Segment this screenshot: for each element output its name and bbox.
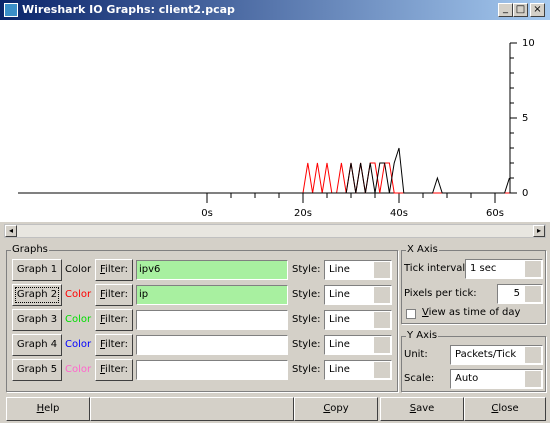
graph-button[interactable]: Graph 5: [12, 359, 62, 381]
filter-button[interactable]: Filter:: [95, 309, 133, 331]
graph-button[interactable]: Graph 2: [12, 284, 62, 306]
combo[interactable]: Auto: [450, 369, 543, 389]
combo-arrow[interactable]: [374, 337, 390, 353]
x-tick-label: 60s: [486, 208, 504, 219]
label: Scale:: [404, 369, 434, 389]
style-label: Style:: [292, 309, 321, 331]
label: Pixels per tick:: [404, 284, 477, 304]
color-label: Color: [65, 359, 91, 381]
style-label: Style:: [292, 334, 321, 356]
window: Wireshark IO Graphs: client2.pcap _ □ × …: [0, 0, 550, 423]
color-label: Color: [65, 259, 91, 281]
style-label: Style:: [292, 284, 321, 306]
style-combo[interactable]: Line: [324, 335, 392, 355]
combo-value: Packets/Tick: [455, 349, 516, 360]
filter-field[interactable]: ip: [136, 285, 288, 305]
style-label: Style:: [292, 259, 321, 281]
y-tick-label: 5: [522, 113, 528, 124]
filter-button[interactable]: Filter:: [95, 359, 133, 381]
color-label: Color: [65, 284, 91, 306]
filter-button[interactable]: Filter:: [95, 259, 133, 281]
style-label: Style:: [292, 359, 321, 381]
scroll-left[interactable]: ◂: [5, 225, 17, 237]
minimize[interactable]: _: [498, 3, 513, 17]
filter-field[interactable]: [136, 335, 288, 355]
combo-value: Line: [329, 364, 350, 375]
plot-bg: [0, 20, 550, 222]
io-graph: 0 5 10 0s 20s 40s 60s: [0, 20, 550, 222]
label: Unit:: [404, 345, 428, 365]
combo-value: 1 sec: [470, 263, 496, 274]
spacer: [90, 397, 294, 421]
combo[interactable]: 1 sec: [465, 259, 543, 279]
maximize[interactable]: □: [513, 3, 528, 17]
y-tick-label: 10: [522, 38, 535, 49]
combo-arrow[interactable]: [374, 287, 390, 303]
checkbox[interactable]: [406, 309, 416, 319]
combo-value: Line: [329, 289, 350, 300]
x-tick-label: 40s: [390, 208, 408, 219]
copy-button[interactable]: Copy: [294, 397, 378, 421]
combo-arrow[interactable]: [374, 312, 390, 328]
group-title: X Axis: [406, 244, 439, 255]
graph-button[interactable]: Graph 1: [12, 259, 62, 281]
filter-button[interactable]: Filter:: [95, 284, 133, 306]
graph-button[interactable]: Graph 3: [12, 309, 62, 331]
filter-field[interactable]: ipv6: [136, 260, 288, 280]
x-tick-label: 20s: [294, 208, 312, 219]
scrollbar[interactable]: ◂ ▸: [4, 224, 546, 238]
scroll-right[interactable]: ▸: [533, 225, 545, 237]
style-combo[interactable]: Line: [324, 310, 392, 330]
combo-value: Auto: [455, 373, 478, 384]
y-tick-label: 0: [522, 188, 528, 199]
app-icon: [4, 3, 18, 17]
color-label: Color: [65, 309, 91, 331]
style-combo[interactable]: Line: [324, 260, 392, 280]
filter-field[interactable]: [136, 360, 288, 380]
combo-arrow[interactable]: [374, 362, 390, 378]
style-combo[interactable]: Line: [324, 360, 392, 380]
combo-value: Line: [329, 339, 350, 350]
y-axis-group: Y Axis Unit: Packets/Tick Scale: Auto: [401, 336, 546, 392]
help-button[interactable]: Help: [6, 397, 90, 421]
color-label: Color: [65, 334, 91, 356]
checkbox-label: View as time of day: [422, 307, 520, 318]
x-axis-group: X Axis Tick interval: 1 sec Pixels per t…: [401, 250, 546, 324]
combo-value: 5: [514, 288, 520, 299]
save-button[interactable]: Save: [380, 397, 464, 421]
label: Tick interval:: [404, 259, 469, 279]
combo-value: Line: [329, 264, 350, 275]
window-title: Wireshark IO Graphs: client2.pcap: [22, 3, 235, 16]
combo[interactable]: 5: [497, 284, 543, 304]
title-bar: Wireshark IO Graphs: client2.pcap _ □ ×: [0, 0, 550, 20]
group-title: Y Axis: [406, 330, 438, 341]
x-tick-label: 0s: [201, 208, 213, 219]
combo-value: Line: [329, 314, 350, 325]
combo[interactable]: Packets/Tick: [450, 345, 543, 365]
close-window[interactable]: ×: [530, 3, 545, 17]
close-button[interactable]: Close: [464, 397, 546, 421]
graph-button[interactable]: Graph 4: [12, 334, 62, 356]
combo-arrow[interactable]: [374, 262, 390, 278]
filter-button[interactable]: Filter:: [95, 334, 133, 356]
filter-field[interactable]: [136, 310, 288, 330]
style-combo[interactable]: Line: [324, 285, 392, 305]
group-title: Graphs: [11, 244, 49, 255]
